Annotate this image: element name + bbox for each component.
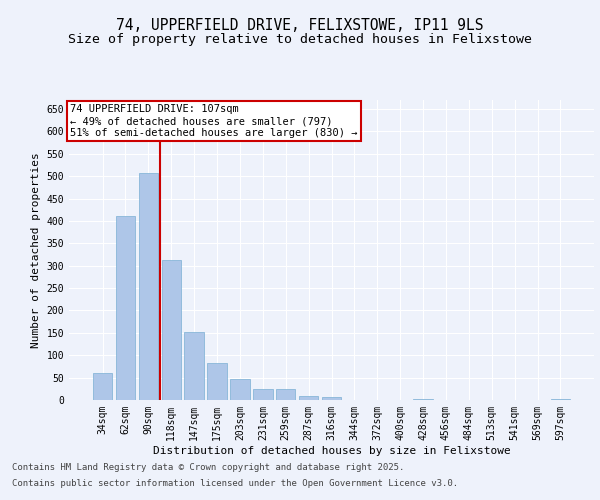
X-axis label: Distribution of detached houses by size in Felixstowe: Distribution of detached houses by size … bbox=[152, 446, 511, 456]
Bar bbox=[139, 173, 158, 400]
Text: Contains public sector information licensed under the Open Government Licence v3: Contains public sector information licen… bbox=[12, 478, 458, 488]
Bar bbox=[551, 399, 570, 400]
Bar bbox=[116, 216, 135, 400]
Y-axis label: Number of detached properties: Number of detached properties bbox=[31, 152, 41, 348]
Bar bbox=[184, 332, 204, 400]
Bar bbox=[253, 389, 272, 400]
Bar bbox=[413, 398, 433, 400]
Text: Size of property relative to detached houses in Felixstowe: Size of property relative to detached ho… bbox=[68, 32, 532, 46]
Text: 74, UPPERFIELD DRIVE, FELIXSTOWE, IP11 9LS: 74, UPPERFIELD DRIVE, FELIXSTOWE, IP11 9… bbox=[116, 18, 484, 32]
Bar bbox=[276, 389, 295, 400]
Bar bbox=[299, 396, 319, 400]
Bar bbox=[93, 373, 112, 400]
Bar bbox=[161, 260, 181, 400]
Text: Contains HM Land Registry data © Crown copyright and database right 2025.: Contains HM Land Registry data © Crown c… bbox=[12, 464, 404, 472]
Text: 74 UPPERFIELD DRIVE: 107sqm
← 49% of detached houses are smaller (797)
51% of se: 74 UPPERFIELD DRIVE: 107sqm ← 49% of det… bbox=[70, 104, 358, 138]
Bar bbox=[208, 364, 227, 400]
Bar bbox=[322, 397, 341, 400]
Bar bbox=[230, 379, 250, 400]
